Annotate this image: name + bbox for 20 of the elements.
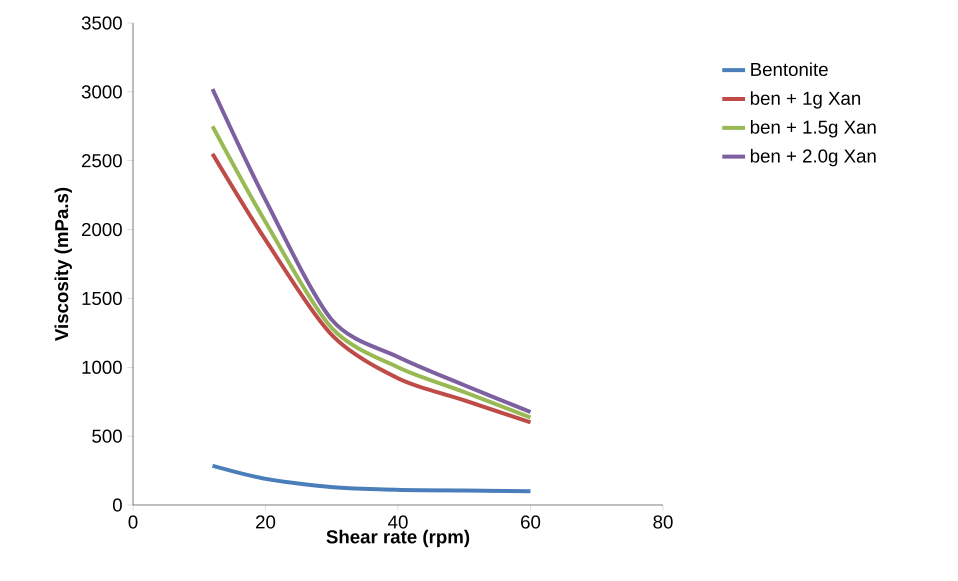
- y-tick-label: 2000: [82, 222, 122, 236]
- x-tick-label: 80: [653, 515, 673, 529]
- x-axis-title: Shear rate (rpm): [326, 530, 470, 548]
- y-tick-label: 1000: [82, 360, 122, 374]
- x-tick-label: 20: [256, 515, 276, 529]
- y-tick-label: 1500: [82, 292, 122, 306]
- y-tick-label: 0: [112, 498, 122, 512]
- y-tick-label: 3500: [82, 16, 122, 30]
- y-tick-label: 2500: [82, 154, 122, 168]
- y-axis-title: Viscosity (mPa.s): [54, 188, 72, 341]
- legend-label: ben + 1.5g Xan: [750, 120, 876, 138]
- x-tick-label: 60: [521, 515, 540, 529]
- x-tick-label: 0: [128, 515, 138, 529]
- x-tick-label: 40: [388, 515, 408, 529]
- legend-label: ben + 2.0g Xan: [750, 148, 876, 166]
- line-series: [210, 464, 532, 494]
- legend-label: ben + 1g Xan: [750, 91, 860, 109]
- legend-label: Bentonite: [751, 62, 828, 76]
- y-tick-label: 3000: [82, 85, 122, 98]
- y-tick-label: 500: [92, 430, 122, 443]
